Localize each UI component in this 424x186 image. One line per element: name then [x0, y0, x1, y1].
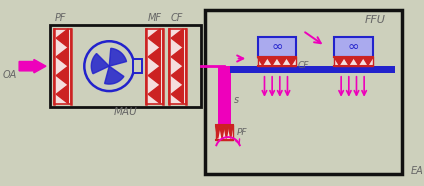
Polygon shape — [363, 57, 373, 65]
Polygon shape — [148, 29, 160, 47]
Text: CF: CF — [171, 13, 184, 23]
Text: CF: CF — [298, 61, 310, 70]
Polygon shape — [148, 85, 160, 104]
Polygon shape — [171, 47, 183, 66]
Polygon shape — [91, 54, 109, 74]
Polygon shape — [105, 66, 124, 84]
Text: FFU: FFU — [365, 15, 386, 25]
Bar — [169, 29, 186, 104]
Polygon shape — [215, 126, 220, 138]
Circle shape — [84, 41, 134, 91]
Text: OA: OA — [3, 70, 17, 80]
Text: s: s — [234, 95, 239, 105]
Polygon shape — [287, 57, 296, 65]
Polygon shape — [109, 48, 126, 66]
Bar — [133, 60, 142, 73]
Bar — [215, 125, 233, 140]
Bar — [205, 10, 402, 174]
Polygon shape — [19, 60, 46, 73]
Polygon shape — [56, 66, 68, 85]
Text: PF: PF — [237, 128, 247, 137]
Polygon shape — [56, 85, 68, 104]
Polygon shape — [171, 66, 183, 85]
Polygon shape — [258, 57, 268, 65]
Bar — [258, 57, 296, 66]
Polygon shape — [344, 57, 354, 65]
Text: ∞: ∞ — [348, 40, 360, 54]
Bar — [50, 25, 201, 107]
Polygon shape — [56, 29, 68, 47]
Bar — [230, 66, 395, 73]
Bar — [335, 37, 373, 57]
Polygon shape — [56, 47, 68, 66]
Text: ∞: ∞ — [271, 40, 283, 54]
Polygon shape — [268, 57, 277, 65]
Polygon shape — [171, 85, 183, 104]
Polygon shape — [148, 47, 160, 66]
Polygon shape — [224, 126, 229, 138]
Polygon shape — [171, 29, 183, 47]
Bar — [218, 66, 231, 126]
Polygon shape — [277, 57, 287, 65]
Bar — [335, 57, 373, 66]
Text: PF: PF — [55, 13, 66, 23]
Polygon shape — [229, 126, 233, 138]
Text: MF: MF — [147, 13, 161, 23]
Bar — [145, 29, 163, 104]
Text: EA: EA — [411, 166, 424, 177]
Bar — [258, 37, 296, 57]
Polygon shape — [354, 57, 363, 65]
Polygon shape — [220, 126, 224, 138]
Polygon shape — [148, 66, 160, 85]
Bar — [53, 29, 71, 104]
Polygon shape — [335, 57, 344, 65]
Text: MAU: MAU — [114, 107, 137, 117]
